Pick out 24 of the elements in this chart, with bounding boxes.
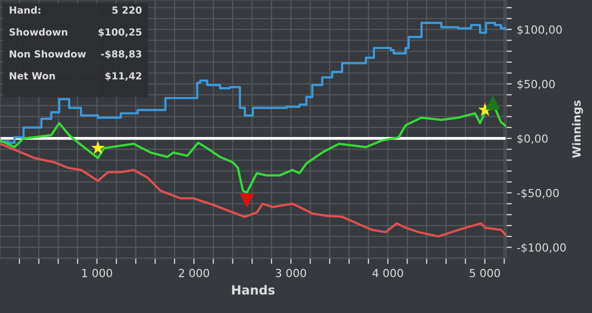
annotation: -$88,83 xyxy=(101,50,142,59)
point xyxy=(486,95,500,110)
y-tick-label: -$100,00 xyxy=(517,243,566,254)
line-series xyxy=(0,142,506,238)
annotation: $100,25 xyxy=(98,28,142,37)
annotation: Non Showdow xyxy=(10,50,86,58)
x-tick-label: 5 000 xyxy=(470,268,500,278)
annotation: Showdown xyxy=(10,28,68,36)
annotation: $11,42 xyxy=(105,72,142,81)
y-tick-label: $100,00 xyxy=(518,25,562,36)
annotation: Net Won xyxy=(10,72,55,80)
y-tick-label: -$50,00 xyxy=(517,188,559,199)
y-tick-label: $0,00 xyxy=(518,134,548,144)
x-axis-title: Hands xyxy=(232,284,275,295)
x-tick-label: 1 000 xyxy=(82,268,112,278)
x-tick-label: 4 000 xyxy=(372,268,404,278)
point xyxy=(239,193,254,208)
point xyxy=(91,140,105,154)
y-axis-title: Winnings xyxy=(572,100,583,158)
annotation: Hand: xyxy=(10,6,40,14)
annotation: 5 220 xyxy=(112,6,142,14)
x-tick-label: 2 000 xyxy=(178,268,210,278)
y-tick-label: $50,00 xyxy=(518,80,555,90)
x-tick-label: 3 000 xyxy=(276,268,306,278)
